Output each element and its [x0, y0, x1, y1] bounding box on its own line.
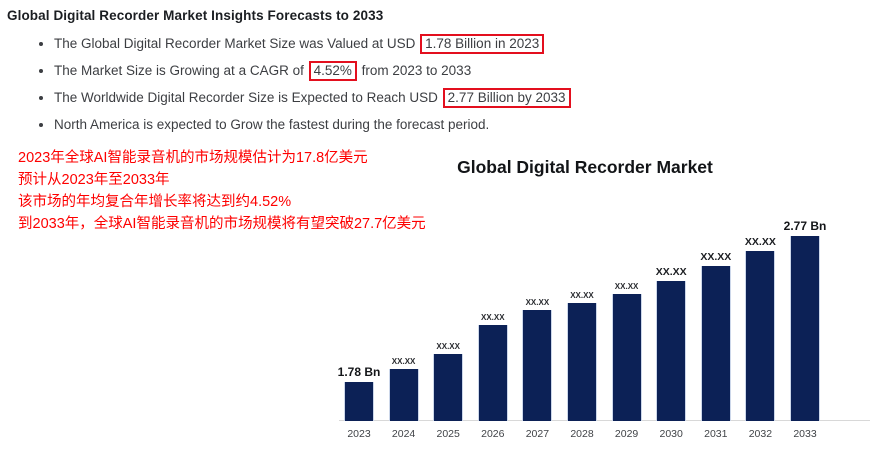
x-axis-label-2024: 2024	[391, 428, 416, 440]
bullet-text: from 2023 to 2033	[357, 63, 472, 78]
chart-title: Global Digital Recorder Market	[457, 157, 713, 177]
x-axis-label-2031: 2031	[704, 428, 728, 440]
bar-2029	[611, 294, 642, 421]
bar-value-label-2023: 1.78 Bn	[337, 365, 381, 379]
bar-value-label-2031: XX.XX	[700, 251, 732, 263]
page-title: Global Digital Recorder Market Insights …	[7, 8, 384, 23]
x-axis-label-2023: 2023	[347, 428, 371, 440]
bullet-text: The Global Digital Recorder Market Size …	[54, 36, 420, 51]
annotation-line-4: 到2033年，全球AI智能录音机的市场规模将有望突破27.7亿美元	[18, 216, 426, 232]
bullet-list: The Global Digital Recorder Market Size …	[38, 30, 572, 138]
bar-2028	[567, 303, 597, 421]
x-axis-label-2029: 2029	[614, 428, 639, 440]
annotation-chinese: 2023年全球AI智能录音机的市场规模估计为17.8亿美元 预计从2023年至20…	[18, 147, 426, 235]
annotation-line-1: 2023年全球AI智能录音机的市场规模估计为17.8亿美元	[18, 150, 368, 166]
bar-value-label-2028: XX.XX	[570, 291, 594, 300]
highlighted-value: 2.77 Billion by 2033	[442, 88, 571, 108]
bar-value-label-2030: XX.XX	[655, 266, 687, 278]
x-axis-label-2028: 2028	[570, 428, 594, 440]
bullet-text: The Market Size is Growing at a CAGR of	[54, 63, 308, 78]
x-axis-label-2025: 2025	[436, 428, 460, 440]
bar-2030	[656, 281, 687, 421]
bar-2032	[745, 251, 776, 421]
bullet-text: North America is expected to Grow the fa…	[54, 117, 490, 132]
bar-2024	[388, 369, 419, 421]
x-axis-label-2027: 2027	[525, 428, 550, 440]
bullet-item-3: The Worldwide Digital Recorder Size is E…	[54, 84, 572, 111]
x-axis-line	[339, 420, 870, 421]
bar-2023	[344, 382, 374, 421]
x-axis-label-2026: 2026	[481, 428, 505, 440]
annotation-line-3: 该市场的年均复合年增长率将达到约4.52%	[18, 194, 292, 210]
bar-value-label-2032: XX.XX	[744, 236, 776, 248]
bar-value-label-2024: XX.XX	[391, 357, 416, 366]
highlighted-value: 1.78 Billion in 2023	[420, 34, 545, 54]
bar-2026	[477, 325, 508, 421]
bar-2027	[522, 310, 553, 421]
x-axis-label-2032: 2032	[748, 428, 773, 440]
bullet-item-1: The Global Digital Recorder Market Size …	[54, 30, 572, 57]
bar-chart: 1.78 Bn 2023 XX.XX 2024 XX.XX 2025 XX.XX 2026 XX…	[337, 200, 884, 450]
highlighted-value: 4.52%	[308, 61, 357, 81]
bar-2031	[700, 266, 731, 421]
bar-2033	[790, 236, 820, 421]
bar-value-label-2027: XX.XX	[525, 298, 550, 307]
x-axis-label-2030: 2030	[659, 428, 683, 440]
annotation-line-2: 预计从2023年至2033年	[18, 172, 170, 188]
bullet-item-2: The Market Size is Growing at a CAGR of …	[54, 57, 572, 84]
bullet-item-4: North America is expected to Grow the fa…	[54, 111, 572, 138]
x-axis-label-2033: 2033	[793, 428, 817, 440]
bar-value-label-2026: XX.XX	[481, 313, 505, 322]
bullet-text: The Worldwide Digital Recorder Size is E…	[54, 90, 442, 105]
bar-value-label-2025: XX.XX	[436, 342, 460, 351]
bar-2025	[433, 354, 464, 421]
bar-value-label-2029: XX.XX	[614, 282, 639, 291]
bar-value-label-2033: 2.77 Bn	[783, 219, 827, 233]
